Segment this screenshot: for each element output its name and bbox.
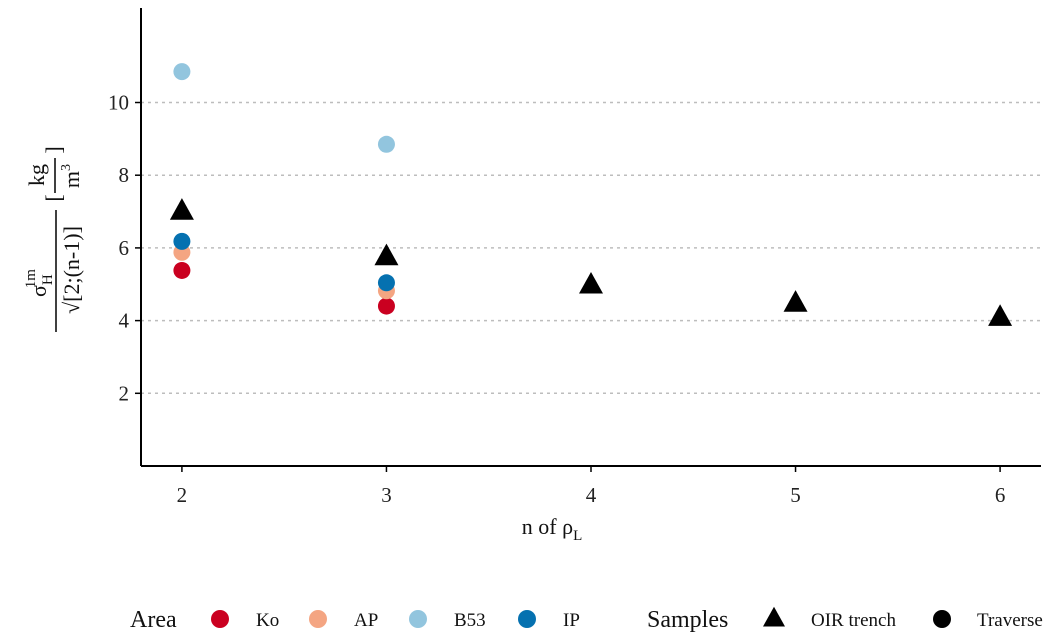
data-point-ip xyxy=(377,274,395,292)
y-tick-label: 4 xyxy=(119,309,130,333)
data-point-oir-trench xyxy=(374,243,399,266)
y-title-bracket-close: ] xyxy=(41,146,66,153)
legend-label-ko: Ko xyxy=(256,610,279,631)
x-tick-label: 3 xyxy=(381,483,392,507)
data-points xyxy=(169,63,1013,326)
data-point-ko xyxy=(377,297,395,315)
x-tick-label: 2 xyxy=(177,483,188,507)
data-point-oir-trench xyxy=(579,271,603,294)
legend-key-b53 xyxy=(409,610,427,628)
data-point-b53 xyxy=(173,63,191,81)
data-point-oir-trench xyxy=(988,304,1013,326)
y-title-sigma: σH1m xyxy=(23,269,56,297)
legend-label-b53: B53 xyxy=(454,610,486,631)
legend: Area Ko AP B53 IP Samples OIR trench Traverse xyxy=(130,606,1043,633)
legend-title-area: Area xyxy=(130,607,177,633)
legend-key-oir-trench xyxy=(763,606,785,627)
x-tick-label: 5 xyxy=(790,483,801,507)
legend-key-ap xyxy=(309,610,327,628)
x-axis-title: n of ρL xyxy=(522,514,582,544)
x-tick-label: 6 xyxy=(995,483,1006,507)
x-axis-title-sub: L xyxy=(573,528,582,544)
legend-key-ko xyxy=(211,610,229,628)
y-title-unit-num: kg xyxy=(24,164,49,186)
legend-key-ip xyxy=(518,610,536,628)
legend-label-ip: IP xyxy=(563,610,580,631)
data-point-b53 xyxy=(377,135,395,153)
y-title-unit-den: m3 xyxy=(59,164,84,188)
legend-label-oir-trench: OIR trench xyxy=(811,610,896,631)
y-axis-title: σH1m √[2;(n-1)] [ kg m3 ] xyxy=(23,146,84,332)
y-ticks: 2 4 6 8 10 xyxy=(108,91,141,405)
gridlines xyxy=(141,101,1041,395)
data-point-oir-trench xyxy=(169,198,194,220)
y-title-denominator: √[2;(n-1)] xyxy=(59,226,84,314)
data-point-oir-trench xyxy=(783,290,808,312)
legend-label-ap: AP xyxy=(354,610,378,631)
x-axis-title-main: n of ρ xyxy=(522,514,573,539)
axes xyxy=(140,8,1041,467)
x-tick-label: 4 xyxy=(586,483,597,507)
y-tick-label: 2 xyxy=(119,381,130,405)
y-title-bracket-open: [ xyxy=(41,194,66,201)
legend-label-traverse: Traverse xyxy=(977,610,1043,631)
y-tick-label: 10 xyxy=(108,91,129,115)
y-tick-label: 8 xyxy=(119,163,130,187)
x-ticks: 2 3 4 5 6 xyxy=(177,466,1006,507)
data-point-ip xyxy=(173,232,191,250)
data-point-ko xyxy=(173,261,191,279)
legend-key-traverse xyxy=(933,610,951,628)
legend-title-samples: Samples xyxy=(647,607,728,633)
y-tick-label: 6 xyxy=(119,236,130,260)
